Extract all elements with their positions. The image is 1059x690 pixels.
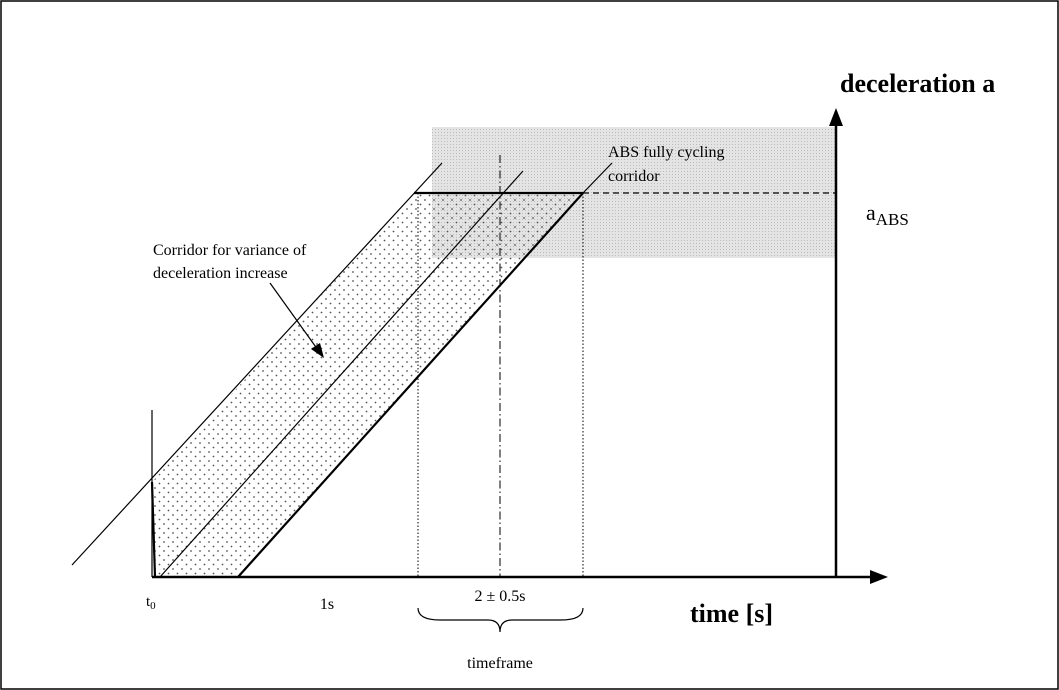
timeframe-label: timeframe (467, 655, 533, 672)
middle-line (159, 170, 524, 578)
t0-sub: 0 (150, 600, 156, 612)
y-axis-label: deceleration a (840, 69, 995, 98)
t0-label: t0 (146, 594, 156, 612)
x-axis-label: time [s] (690, 599, 773, 628)
variance-corridor (152, 193, 583, 577)
tick-2s: 2 ± 0.5s (474, 588, 525, 605)
variance-label-line1: Corridor for variance of (153, 242, 307, 259)
pointer-head (311, 343, 324, 358)
timeframe-brace (417, 607, 584, 633)
tick-1s: 1s (320, 596, 334, 613)
abs-corridor-line2: corridor (608, 168, 660, 185)
y-arrow (829, 108, 843, 126)
lower-bound-line (237, 192, 584, 578)
x-arrow (870, 570, 888, 584)
a-abs-label: aABS (866, 200, 909, 229)
upper-bound-line (71, 162, 443, 566)
abs-pointer (582, 162, 613, 194)
variance-label-line2: deceleration increase (153, 265, 288, 282)
a-abs-sub: ABS (876, 210, 909, 229)
abs-corridor-line1: ABS fully cycling (608, 144, 724, 161)
a-abs-main: a (866, 200, 876, 225)
pointer (269, 282, 319, 351)
t0-main: t (146, 594, 151, 610)
